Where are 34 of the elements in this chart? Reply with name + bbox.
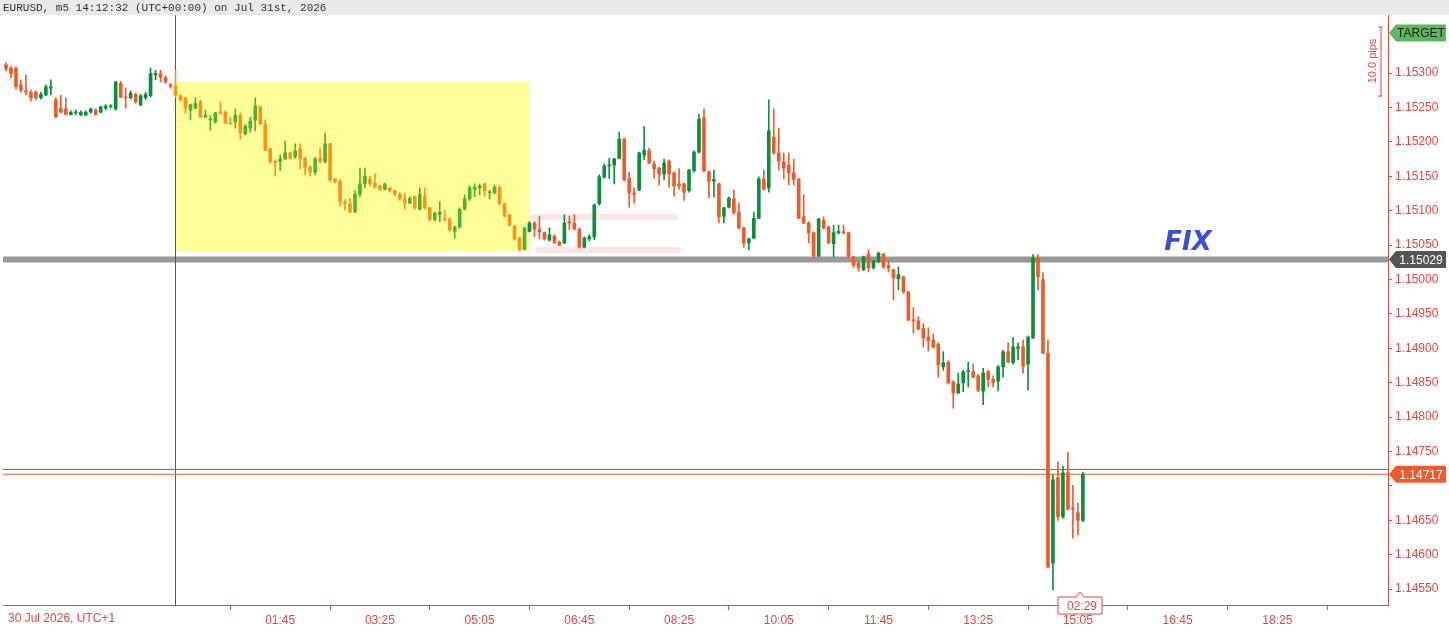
- y-tick-label: 1.14600: [1395, 547, 1439, 562]
- y-tick-label: 1.14800: [1395, 409, 1439, 424]
- y-tick-label: 1.15150: [1395, 168, 1439, 183]
- x-tick-label: 03:25: [364, 612, 396, 627]
- x-tick-label: 16:45: [1162, 612, 1193, 627]
- x-tick-label: 11:45: [863, 612, 894, 627]
- x-tick-label: 01:45: [265, 612, 296, 627]
- y-tick-label: 1.15100: [1395, 202, 1439, 217]
- annotation: 02:29: [1066, 598, 1098, 613]
- x-tick-label: 08:25: [664, 612, 695, 627]
- y-tick-label: 1.14750: [1395, 443, 1439, 458]
- y-tick-label: 1.14900: [1395, 340, 1439, 355]
- x-tick-label: 05:05: [464, 612, 495, 627]
- x-tick-label: 06:45: [564, 612, 595, 627]
- x-tick-label: 18:25: [1262, 612, 1293, 627]
- y-tick-label: 1.14950: [1395, 306, 1439, 321]
- y-tick-label: 1.15300: [1395, 65, 1439, 80]
- text: 30 Jul 2026, UTC+1: [8, 611, 116, 626]
- y-tick-label: 1.15000: [1395, 271, 1439, 286]
- chart-title: EURUSD, m5 14:12:32 (UTC+00:00) on Jul 31st, 2026: [3, 1, 327, 14]
- text: TARGET: [1397, 26, 1446, 41]
- x-tick-label: 10:05: [763, 612, 795, 627]
- y-tick-label: 1.15250: [1395, 99, 1439, 114]
- x-tick-label: 15:05: [1062, 612, 1094, 627]
- y-tick-label: 1.15050: [1395, 237, 1439, 252]
- y-tick-label: 1.15200: [1395, 134, 1439, 149]
- x-tick-label: 13:25: [963, 612, 994, 627]
- annotation: FIX: [1164, 225, 1214, 256]
- y-tick-label: 1.14650: [1395, 512, 1439, 527]
- y-tick-label: 1.14550: [1395, 581, 1439, 596]
- ref-line-label: 1.14717: [1399, 467, 1444, 482]
- annotation: 10.0 pips: [1366, 38, 1379, 84]
- ref-line-label: 1.15029: [1399, 252, 1444, 267]
- y-tick-label: 1.14850: [1395, 375, 1439, 390]
